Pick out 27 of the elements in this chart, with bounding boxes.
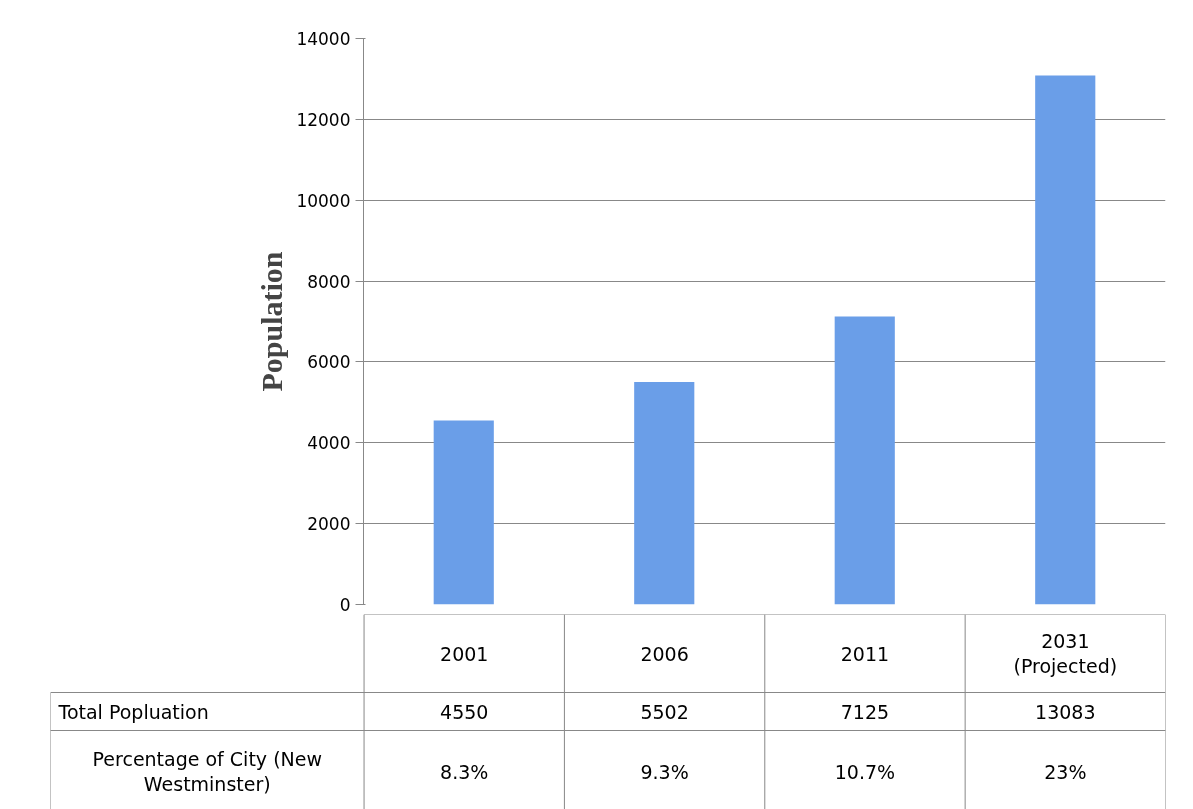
- text: Percentage of City (New Westminster): [92, 747, 322, 796]
- y-tick-label: 0: [339, 595, 351, 615]
- y-tick-label: 8000: [307, 271, 351, 292]
- text: 8.3%: [440, 760, 489, 783]
- bar: [834, 316, 895, 605]
- text: Total Popluation: [57, 700, 209, 723]
- y-tick-label: 4000: [307, 433, 351, 454]
- data-label: 5502: [640, 700, 689, 723]
- x-tick-label: 2011: [840, 642, 890, 665]
- y-tick-label: 10000: [296, 190, 351, 211]
- text: 23%: [1044, 760, 1087, 783]
- bar: [634, 382, 695, 605]
- y-axis-title: Population: [255, 251, 289, 392]
- x-tick-label: 2001: [440, 642, 489, 665]
- y-tick-label: 6000: [307, 352, 351, 373]
- x-tick-label: 2006: [640, 642, 689, 665]
- data-label: 4550: [440, 700, 489, 723]
- y-tick-label: 2000: [307, 514, 351, 535]
- data-label: 7125: [840, 700, 890, 723]
- bar: [433, 420, 494, 605]
- bar: [1035, 75, 1096, 605]
- data-label: 13083: [1035, 700, 1096, 723]
- y-tick-label: 14000: [296, 29, 351, 49]
- y-tick-label: 12000: [296, 109, 351, 130]
- text: 10.7%: [834, 760, 896, 783]
- x-tick-label: 2031 (Projected): [1013, 629, 1118, 678]
- text: 9.3%: [640, 760, 689, 783]
